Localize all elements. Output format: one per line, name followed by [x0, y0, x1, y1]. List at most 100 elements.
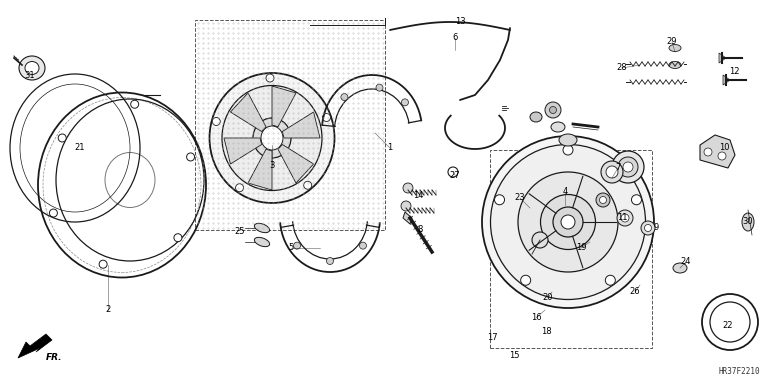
- Circle shape: [58, 134, 66, 142]
- Ellipse shape: [669, 61, 681, 68]
- Text: 15: 15: [508, 351, 519, 359]
- Circle shape: [99, 260, 107, 268]
- Circle shape: [323, 114, 330, 121]
- Ellipse shape: [530, 112, 542, 122]
- Polygon shape: [723, 75, 730, 85]
- Circle shape: [718, 152, 726, 160]
- Polygon shape: [272, 86, 296, 127]
- Text: 1: 1: [387, 144, 392, 152]
- Ellipse shape: [596, 193, 610, 207]
- Ellipse shape: [600, 197, 607, 204]
- Ellipse shape: [623, 162, 633, 172]
- Polygon shape: [18, 334, 52, 358]
- Text: 3: 3: [270, 161, 275, 169]
- Text: 27: 27: [450, 170, 460, 179]
- Circle shape: [293, 242, 300, 249]
- Ellipse shape: [561, 215, 575, 229]
- Text: 20: 20: [543, 293, 553, 303]
- Circle shape: [401, 201, 411, 211]
- Ellipse shape: [222, 86, 322, 190]
- Ellipse shape: [669, 45, 681, 51]
- Text: 21: 21: [74, 144, 85, 152]
- Text: 28: 28: [617, 63, 627, 73]
- Ellipse shape: [261, 126, 283, 150]
- Text: 12: 12: [729, 68, 740, 76]
- Text: 6: 6: [452, 33, 458, 43]
- Text: 23: 23: [515, 194, 525, 202]
- Ellipse shape: [617, 210, 633, 226]
- Polygon shape: [283, 112, 320, 138]
- Text: 16: 16: [531, 313, 541, 323]
- Circle shape: [303, 181, 312, 189]
- Polygon shape: [403, 212, 412, 224]
- Text: 5: 5: [288, 243, 293, 253]
- Ellipse shape: [541, 195, 595, 250]
- Ellipse shape: [618, 157, 638, 177]
- Ellipse shape: [545, 102, 561, 118]
- Circle shape: [212, 118, 220, 126]
- Text: 4: 4: [562, 187, 568, 197]
- Ellipse shape: [606, 166, 618, 178]
- Text: 2: 2: [105, 306, 111, 314]
- Text: 22: 22: [723, 321, 733, 329]
- Circle shape: [341, 94, 348, 101]
- Ellipse shape: [559, 134, 577, 146]
- Text: 10: 10: [719, 144, 730, 152]
- Circle shape: [495, 195, 505, 205]
- Circle shape: [605, 275, 615, 285]
- Bar: [490, 150, 652, 348]
- Polygon shape: [230, 93, 266, 131]
- Circle shape: [376, 84, 383, 91]
- Text: 8: 8: [417, 225, 422, 235]
- Text: FR.: FR.: [46, 354, 62, 362]
- Ellipse shape: [19, 56, 45, 80]
- Ellipse shape: [742, 213, 754, 231]
- Circle shape: [174, 234, 182, 242]
- Text: 13: 13: [455, 18, 465, 26]
- Ellipse shape: [210, 73, 335, 203]
- Ellipse shape: [641, 221, 655, 235]
- Circle shape: [187, 153, 194, 161]
- Circle shape: [631, 195, 641, 205]
- Text: 29: 29: [667, 38, 677, 46]
- Text: HR37F2210: HR37F2210: [718, 367, 760, 376]
- Ellipse shape: [254, 223, 270, 233]
- Ellipse shape: [518, 172, 618, 272]
- Text: 14: 14: [412, 190, 423, 200]
- Circle shape: [266, 74, 274, 82]
- Polygon shape: [700, 135, 735, 168]
- Bar: [195, 20, 385, 230]
- Text: 7: 7: [615, 164, 621, 172]
- Polygon shape: [719, 53, 726, 63]
- Ellipse shape: [532, 232, 548, 248]
- Text: 25: 25: [235, 227, 245, 237]
- Ellipse shape: [491, 144, 645, 300]
- Ellipse shape: [551, 122, 565, 132]
- Ellipse shape: [549, 106, 557, 114]
- Circle shape: [704, 148, 712, 156]
- Text: 18: 18: [541, 328, 551, 336]
- Ellipse shape: [254, 237, 270, 247]
- Ellipse shape: [601, 161, 623, 183]
- Ellipse shape: [621, 214, 629, 222]
- Ellipse shape: [553, 207, 583, 237]
- Circle shape: [131, 100, 139, 108]
- Text: 24: 24: [680, 258, 691, 266]
- Polygon shape: [224, 138, 262, 164]
- Circle shape: [49, 209, 58, 217]
- Text: 19: 19: [576, 243, 586, 253]
- Circle shape: [521, 275, 531, 285]
- Ellipse shape: [482, 136, 654, 308]
- Circle shape: [236, 184, 243, 192]
- Circle shape: [359, 242, 366, 249]
- Polygon shape: [248, 149, 272, 190]
- Ellipse shape: [25, 61, 39, 74]
- Text: 31: 31: [25, 71, 35, 79]
- Text: 30: 30: [743, 217, 753, 227]
- Ellipse shape: [612, 151, 644, 183]
- Text: 26: 26: [630, 288, 641, 296]
- Ellipse shape: [644, 225, 651, 232]
- Ellipse shape: [253, 118, 291, 158]
- Circle shape: [403, 183, 413, 193]
- Ellipse shape: [673, 263, 687, 273]
